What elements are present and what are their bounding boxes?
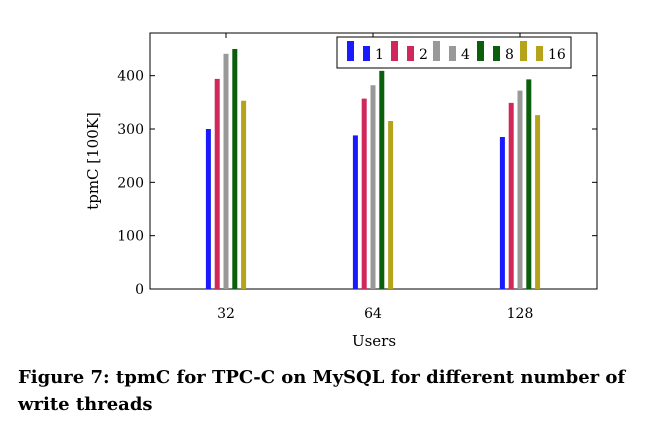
x-tick-label: 32 [217,306,235,322]
legend-swatch-small-1 [363,46,370,61]
legend-swatch-4 [433,41,440,61]
x-tick-label: 64 [364,306,382,322]
legend: 1 2 4 8 16 [336,36,572,69]
x-tick-label: 128 [507,306,534,322]
y-axis-title: tpmC [100K] [84,112,102,210]
legend-label-4: 4 [461,47,470,63]
bar-series-1-users-128 [499,137,505,289]
legend-swatch-small-4 [449,46,456,61]
legend-swatch-1 [347,41,354,61]
y-tick-label: 400 [117,69,144,85]
legend-label-16: 16 [548,47,566,63]
bars [205,49,541,290]
y-tick-label: 0 [135,282,144,298]
bar-series-8-users-128 [526,79,532,290]
legend-swatch-8 [477,41,484,61]
x-axis-title: Users [352,332,396,350]
bar-chart: 0 100 200 300 400 32 64 128 1 2 4 8 16 Users tpmC … [84,32,598,350]
legend-label-8: 8 [505,47,514,63]
bar-series-16-users-128 [535,115,541,289]
legend-swatch-2 [391,41,398,61]
bar-series-8-users-64 [379,70,385,289]
legend-label-2: 2 [419,47,428,63]
bar-series-16-users-64 [388,121,394,289]
y-tick-label: 300 [117,122,144,138]
legend-label-1: 1 [375,47,384,63]
y-axis: 0 100 200 300 400 [117,69,597,298]
bar-series-4-users-64 [370,85,376,290]
bar-series-4-users-32 [223,53,229,289]
y-tick-label: 200 [117,175,144,191]
bar-series-1-users-32 [205,129,211,289]
bar-series-16-users-32 [241,100,247,289]
bar-series-8-users-32 [232,49,238,289]
y-tick-label: 100 [117,229,144,245]
bar-series-2-users-64 [361,98,367,289]
bar-series-4-users-128 [517,90,523,289]
bar-series-2-users-128 [508,102,514,289]
bar-series-2-users-32 [214,78,220,289]
legend-swatch-small-8 [493,46,500,61]
legend-swatch-small-2 [407,46,414,61]
legend-swatch-16 [520,41,527,61]
figure-caption: Figure 7: tpmC for TPC-C on MySQL for di… [18,367,626,415]
bar-series-1-users-64 [352,135,358,289]
legend-swatch-small-16 [536,46,543,61]
